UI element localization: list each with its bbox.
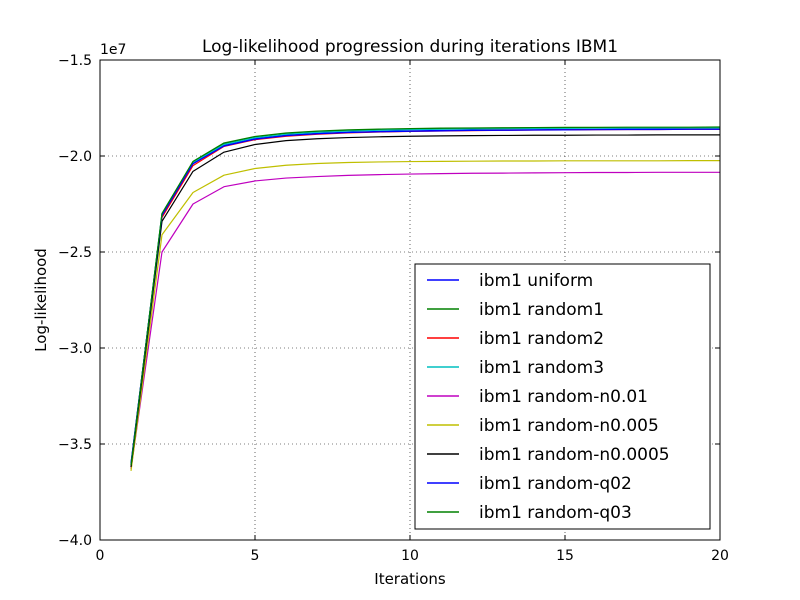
y-tick-label: −3.0 bbox=[58, 341, 92, 357]
series-line-5 bbox=[130, 171, 720, 470]
y-tick-label: −3.5 bbox=[58, 437, 92, 453]
legend-label-4: ibm1 random3 bbox=[479, 358, 604, 378]
series-line-4 bbox=[130, 127, 720, 466]
y-axis-label: Log-likelihood bbox=[32, 248, 50, 352]
x-tick-label: 20 bbox=[711, 548, 729, 564]
legend-label-1: ibm1 uniform bbox=[479, 271, 593, 291]
y-tick-label: −2.0 bbox=[58, 149, 92, 165]
legend-box bbox=[414, 263, 711, 530]
legend-label-5: ibm1 random-n0.01 bbox=[479, 387, 648, 407]
axis-ticks: 0 5 10 15 20 −4.0 −3.5 −3.0 −2.5 −2.0 −1.5 bbox=[58, 53, 729, 564]
y-tick-label: −2.5 bbox=[58, 245, 92, 261]
series-line-9 bbox=[130, 126, 721, 466]
x-tick-label: 0 bbox=[96, 548, 105, 564]
legend-label-6: ibm1 random-n0.005 bbox=[479, 416, 659, 436]
x-tick-label: 15 bbox=[556, 548, 574, 564]
series-lines bbox=[130, 126, 721, 471]
legend-label-7: ibm1 random-n0.0005 bbox=[479, 445, 670, 465]
y-tick-label: −1.5 bbox=[58, 53, 92, 69]
legend-label-3: ibm1 random2 bbox=[479, 329, 604, 349]
y-tick-label: −4.0 bbox=[58, 533, 92, 549]
series-line-6 bbox=[130, 160, 720, 471]
series-line-8 bbox=[130, 128, 720, 464]
legend-label-8: ibm1 random-q02 bbox=[479, 474, 632, 494]
x-tick-label: 5 bbox=[251, 548, 260, 564]
legend-label-2: ibm1 random1 bbox=[479, 300, 604, 320]
legend-label-9: ibm1 random-q03 bbox=[479, 503, 632, 523]
x-axis-label: Iterations bbox=[374, 570, 446, 588]
chart-title: Log-likelihood progression during iterat… bbox=[202, 37, 618, 57]
y-axis-offset-label: 1e7 bbox=[100, 42, 126, 58]
x-tick-label: 10 bbox=[401, 548, 419, 564]
series-line-7 bbox=[130, 134, 720, 468]
legend: ibm1 uniform ibm1 random1 ibm1 random2 ibm1… bbox=[414, 263, 711, 530]
